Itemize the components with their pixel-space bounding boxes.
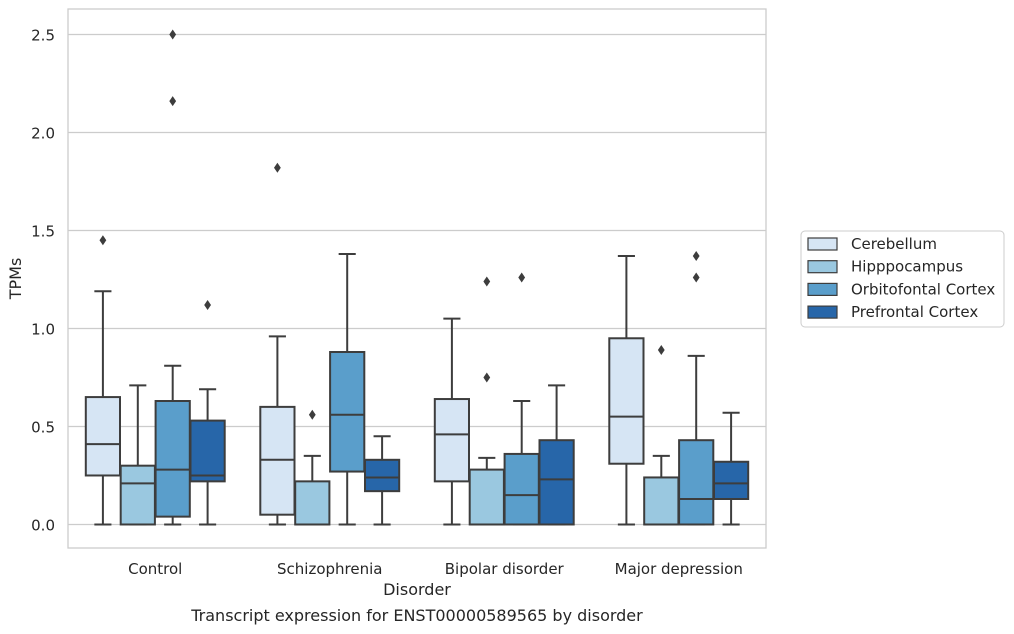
box-cerebellum-3 bbox=[608, 254, 645, 526]
box-hipppocampus-0 bbox=[119, 384, 156, 526]
y-tick-label: 0.5 bbox=[31, 418, 55, 436]
outlier-point bbox=[692, 250, 700, 261]
box-orbitofontal-cortex-3 bbox=[678, 250, 715, 526]
box-prefrontal-cortex-0 bbox=[189, 299, 226, 526]
outlier-point bbox=[169, 29, 177, 40]
box-body bbox=[538, 439, 575, 526]
outlier-point bbox=[657, 345, 665, 356]
box-hipppocampus-2 bbox=[468, 276, 505, 526]
y-tick-label: 2.5 bbox=[31, 26, 55, 44]
legend-frame bbox=[800, 230, 1005, 328]
outlier-point bbox=[274, 162, 281, 173]
legend-label: Hipppocampus bbox=[851, 258, 963, 276]
box-series bbox=[84, 29, 750, 526]
box-body bbox=[119, 464, 156, 526]
series-orbitofontal-cortex bbox=[154, 29, 715, 526]
box-body bbox=[433, 398, 471, 483]
box-body bbox=[712, 460, 750, 501]
x-tick-label: Schizophrenia bbox=[277, 560, 382, 578]
legend-swatch bbox=[807, 260, 838, 274]
box-body bbox=[154, 400, 191, 518]
plot-frame bbox=[67, 8, 767, 549]
y-tick-labels: 0.0 0.5 1.0 1.5 2.0 2.5 bbox=[31, 26, 55, 534]
chart-caption: Transcript expression for ENST0000058956… bbox=[191, 606, 643, 625]
y-axis-label: TPMs bbox=[6, 258, 25, 301]
x-tick-label: Control bbox=[128, 560, 182, 578]
box-cerebellum-1 bbox=[259, 162, 296, 526]
series-cerebellum bbox=[84, 162, 645, 526]
box-body bbox=[84, 396, 122, 477]
legend-swatch bbox=[807, 282, 838, 296]
x-tick-label: Bipolar disorder bbox=[445, 560, 565, 578]
box-hipppocampus-1 bbox=[294, 409, 331, 526]
box-prefrontal-cortex-2 bbox=[538, 384, 575, 526]
outlier-point bbox=[692, 272, 700, 283]
outlier-point bbox=[308, 409, 316, 420]
outlier-point bbox=[518, 272, 526, 283]
box-cerebellum-0 bbox=[84, 235, 122, 526]
legend-label: Orbitofontal Cortex bbox=[851, 280, 995, 298]
box-body bbox=[608, 337, 645, 465]
box-cerebellum-2 bbox=[433, 317, 471, 526]
box-body bbox=[643, 476, 680, 526]
y-tick-label: 1.0 bbox=[31, 320, 55, 338]
outlier-point bbox=[204, 299, 211, 310]
box-prefrontal-cortex-3 bbox=[712, 411, 750, 526]
box-body bbox=[468, 468, 505, 526]
box-orbitofontal-cortex-1 bbox=[329, 253, 366, 526]
outlier-point bbox=[169, 96, 177, 107]
x-tick-labels: Control Schizophrenia Bipolar disorder Majo… bbox=[128, 560, 743, 578]
box-body bbox=[189, 419, 226, 483]
box-body bbox=[329, 351, 366, 473]
legend-swatch bbox=[807, 305, 838, 319]
box-orbitofontal-cortex-0 bbox=[154, 29, 191, 526]
legend-swatch bbox=[807, 237, 838, 251]
y-tick-label: 1.5 bbox=[31, 222, 55, 240]
box-body bbox=[363, 458, 401, 493]
box-body bbox=[678, 439, 715, 526]
box-body bbox=[294, 480, 331, 526]
outlier-point bbox=[99, 235, 107, 246]
y-tick-label: 2.0 bbox=[31, 124, 55, 142]
legend: Cerebellum Hipppocampus Orbitofontal Corte… bbox=[800, 230, 1005, 328]
outlier-point bbox=[483, 372, 491, 383]
box-body bbox=[503, 452, 540, 526]
box-prefrontal-cortex-1 bbox=[363, 435, 401, 526]
legend-label: Prefrontal Cortex bbox=[851, 303, 978, 321]
legend-label: Cerebellum bbox=[851, 235, 937, 253]
series-prefrontal-cortex bbox=[189, 299, 750, 526]
outlier-point bbox=[483, 276, 491, 287]
y-tick-label: 0.0 bbox=[31, 516, 55, 534]
box-orbitofontal-cortex-2 bbox=[503, 272, 540, 526]
x-axis-label: Disorder bbox=[383, 580, 451, 599]
box-hipppocampus-3 bbox=[643, 345, 680, 526]
x-tick-label: Major depression bbox=[615, 560, 743, 578]
